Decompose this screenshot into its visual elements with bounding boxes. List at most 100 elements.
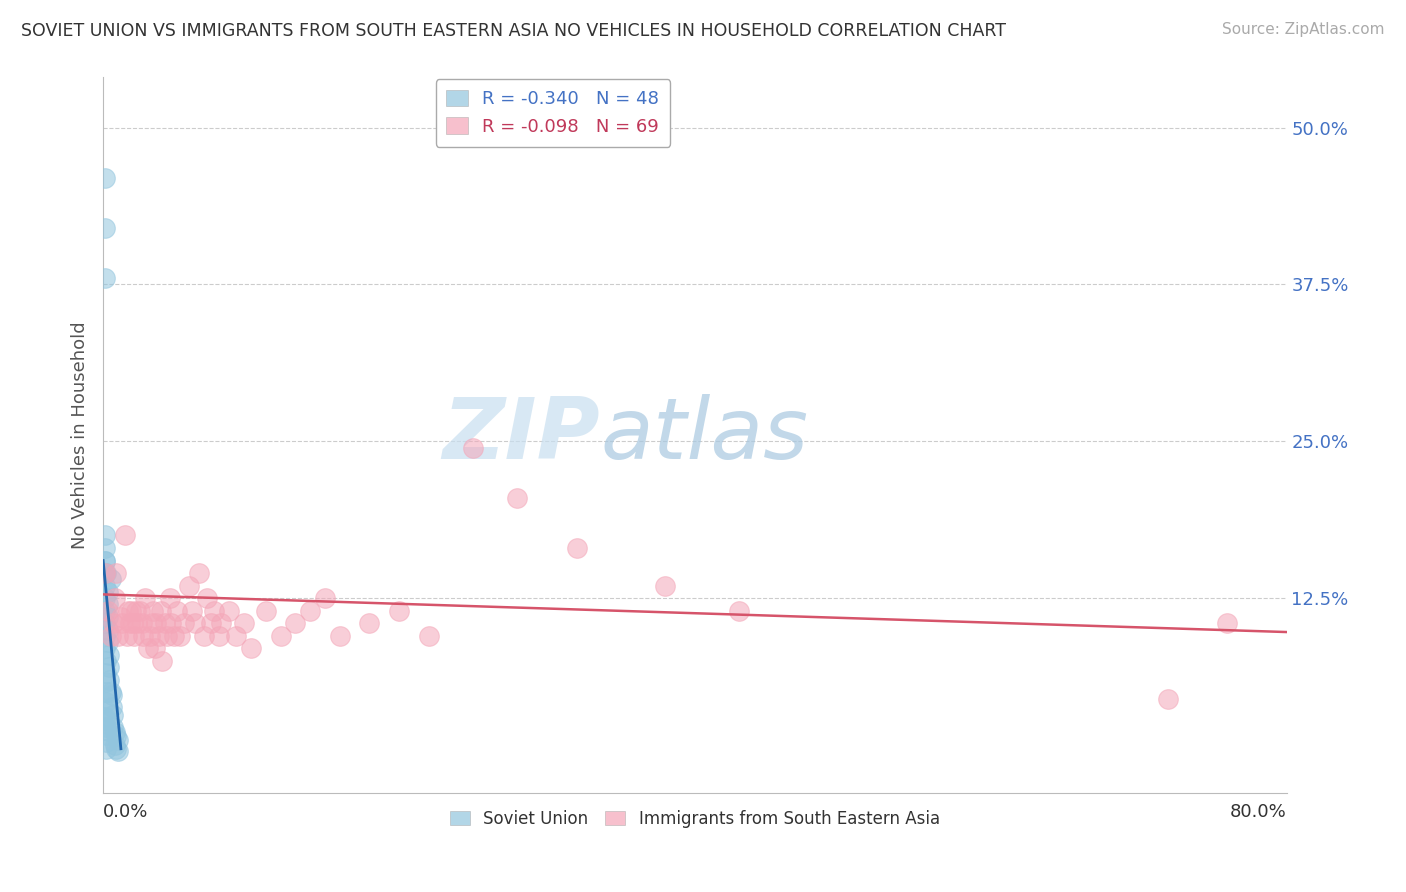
Point — [107, 733, 129, 747]
Point — [270, 629, 292, 643]
Point — [142, 604, 165, 618]
Text: 80.0%: 80.0% — [1230, 803, 1286, 821]
Point — [299, 604, 322, 618]
Point — [93, 271, 115, 285]
Text: ZIP: ZIP — [443, 393, 600, 476]
Point — [93, 553, 115, 567]
Point — [565, 541, 588, 555]
Point — [93, 170, 115, 185]
Point — [94, 704, 117, 718]
Point — [93, 604, 115, 618]
Point — [169, 629, 191, 643]
Point — [94, 685, 117, 699]
Point — [98, 648, 121, 662]
Point — [93, 616, 115, 631]
Point — [111, 616, 134, 631]
Point — [180, 604, 202, 618]
Point — [105, 566, 128, 580]
Point — [97, 635, 120, 649]
Point — [359, 616, 381, 631]
Point — [202, 604, 225, 618]
Point — [93, 629, 115, 643]
Point — [97, 598, 120, 612]
Point — [195, 591, 218, 606]
Point — [101, 688, 124, 702]
Point — [149, 604, 172, 618]
Point — [93, 566, 115, 580]
Text: SOVIET UNION VS IMMIGRANTS FROM SOUTH EASTERN ASIA NO VEHICLES IN HOUSEHOLD CORR: SOVIET UNION VS IMMIGRANTS FROM SOUTH EA… — [21, 22, 1007, 40]
Point — [184, 616, 207, 631]
Point — [104, 725, 127, 739]
Point — [93, 710, 115, 724]
Point — [93, 641, 115, 656]
Point — [98, 673, 121, 687]
Point — [131, 616, 153, 631]
Point — [134, 591, 156, 606]
Point — [97, 610, 120, 624]
Point — [145, 616, 167, 631]
Point — [94, 723, 117, 737]
Point — [155, 616, 177, 631]
Point — [94, 654, 117, 668]
Point — [314, 591, 336, 606]
Point — [94, 741, 117, 756]
Point — [121, 616, 143, 631]
Point — [93, 579, 115, 593]
Point — [461, 441, 484, 455]
Point — [225, 629, 247, 643]
Point — [100, 629, 122, 643]
Point — [105, 741, 128, 756]
Point — [100, 685, 122, 699]
Point — [94, 713, 117, 727]
Point — [104, 591, 127, 606]
Point — [150, 654, 173, 668]
Point — [177, 579, 200, 593]
Point — [93, 553, 115, 567]
Point — [329, 629, 352, 643]
Point — [166, 604, 188, 618]
Point — [107, 744, 129, 758]
Point — [207, 629, 229, 643]
Text: atlas: atlas — [600, 393, 808, 476]
Point — [97, 585, 120, 599]
Point — [103, 707, 125, 722]
Point — [93, 541, 115, 555]
Point — [94, 735, 117, 749]
Point — [1216, 616, 1239, 631]
Point — [141, 616, 163, 631]
Point — [193, 629, 215, 643]
Text: Source: ZipAtlas.com: Source: ZipAtlas.com — [1222, 22, 1385, 37]
Point — [136, 641, 159, 656]
Point — [93, 528, 115, 542]
Point — [94, 728, 117, 742]
Point — [104, 738, 127, 752]
Point — [254, 604, 277, 618]
Point — [101, 700, 124, 714]
Point — [654, 579, 676, 593]
Point — [93, 591, 115, 606]
Point — [129, 604, 152, 618]
Y-axis label: No Vehicles in Household: No Vehicles in Household — [72, 321, 89, 549]
Point — [139, 629, 162, 643]
Point — [107, 629, 129, 643]
Point — [118, 616, 141, 631]
Point — [218, 604, 240, 618]
Point — [97, 604, 120, 618]
Point — [284, 616, 307, 631]
Point — [93, 221, 115, 235]
Point — [94, 720, 117, 734]
Point — [94, 695, 117, 709]
Point — [100, 572, 122, 586]
Point — [240, 641, 263, 656]
Point — [97, 623, 120, 637]
Point — [173, 616, 195, 631]
Point — [115, 629, 138, 643]
Point — [124, 604, 146, 618]
Point — [506, 491, 529, 505]
Point — [110, 610, 132, 624]
Point — [1157, 691, 1180, 706]
Point — [728, 604, 751, 618]
Point — [232, 616, 254, 631]
Point — [117, 604, 139, 618]
Point — [132, 629, 155, 643]
